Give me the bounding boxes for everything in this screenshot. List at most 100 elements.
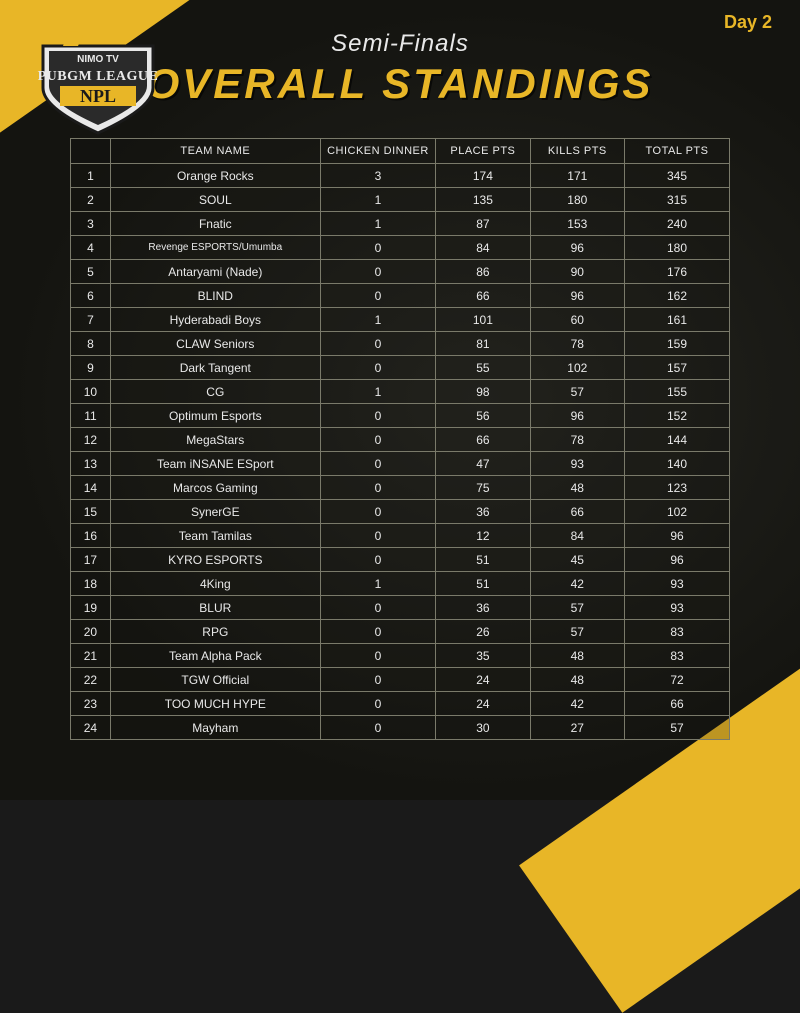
col-kills-pts-header: KILLS PTS [530, 139, 624, 164]
total-pts-cell: 159 [625, 332, 730, 356]
rank-cell: 4 [71, 236, 111, 260]
rank-cell: 3 [71, 212, 111, 236]
place-pts-cell: 26 [436, 620, 530, 644]
team-cell: CLAW Seniors [110, 332, 320, 356]
team-cell: Team Alpha Pack [110, 644, 320, 668]
place-pts-cell: 66 [436, 428, 530, 452]
kills-pts-cell: 84 [530, 524, 624, 548]
rank-cell: 6 [71, 284, 111, 308]
chicken-dinner-cell: 0 [320, 428, 435, 452]
place-pts-cell: 101 [436, 308, 530, 332]
kills-pts-cell: 42 [530, 572, 624, 596]
kills-pts-cell: 57 [530, 620, 624, 644]
total-pts-cell: 83 [625, 644, 730, 668]
team-cell: 4King [110, 572, 320, 596]
standings-table-wrap: TEAM NAME CHICKEN DINNER PLACE PTS KILLS… [70, 138, 730, 740]
total-pts-cell: 83 [625, 620, 730, 644]
kills-pts-cell: 66 [530, 500, 624, 524]
chicken-dinner-cell: 0 [320, 692, 435, 716]
team-cell: Antaryami (Nade) [110, 260, 320, 284]
total-pts-cell: 66 [625, 692, 730, 716]
rank-cell: 10 [71, 380, 111, 404]
chicken-dinner-cell: 1 [320, 380, 435, 404]
place-pts-cell: 47 [436, 452, 530, 476]
team-cell: Marcos Gaming [110, 476, 320, 500]
rank-cell: 24 [71, 716, 111, 740]
total-pts-cell: 176 [625, 260, 730, 284]
chicken-dinner-cell: 0 [320, 596, 435, 620]
total-pts-cell: 315 [625, 188, 730, 212]
chicken-dinner-cell: 0 [320, 644, 435, 668]
chicken-dinner-cell: 0 [320, 620, 435, 644]
total-pts-cell: 180 [625, 236, 730, 260]
col-place-pts-header: PLACE PTS [436, 139, 530, 164]
rank-cell: 11 [71, 404, 111, 428]
place-pts-cell: 56 [436, 404, 530, 428]
total-pts-cell: 140 [625, 452, 730, 476]
place-pts-cell: 81 [436, 332, 530, 356]
rank-cell: 13 [71, 452, 111, 476]
table-row: 15SynerGE03666102 [71, 500, 730, 524]
col-total-pts-header: TOTAL PTS [625, 139, 730, 164]
place-pts-cell: 75 [436, 476, 530, 500]
chicken-dinner-cell: 0 [320, 524, 435, 548]
chicken-dinner-cell: 0 [320, 284, 435, 308]
table-row: 14Marcos Gaming07548123 [71, 476, 730, 500]
team-cell: Team iNSANE ESport [110, 452, 320, 476]
kills-pts-cell: 48 [530, 668, 624, 692]
rank-cell: 22 [71, 668, 111, 692]
total-pts-cell: 240 [625, 212, 730, 236]
table-row: 13Team iNSANE ESport04793140 [71, 452, 730, 476]
team-cell: BLUR [110, 596, 320, 620]
place-pts-cell: 98 [436, 380, 530, 404]
table-header-row: TEAM NAME CHICKEN DINNER PLACE PTS KILLS… [71, 139, 730, 164]
team-cell: SOUL [110, 188, 320, 212]
rank-cell: 2 [71, 188, 111, 212]
chicken-dinner-cell: 0 [320, 356, 435, 380]
place-pts-cell: 51 [436, 548, 530, 572]
chicken-dinner-cell: 0 [320, 404, 435, 428]
svg-text:NPL: NPL [80, 86, 116, 106]
total-pts-cell: 162 [625, 284, 730, 308]
place-pts-cell: 66 [436, 284, 530, 308]
kills-pts-cell: 90 [530, 260, 624, 284]
place-pts-cell: 36 [436, 500, 530, 524]
rank-cell: 16 [71, 524, 111, 548]
chicken-dinner-cell: 1 [320, 308, 435, 332]
total-pts-cell: 123 [625, 476, 730, 500]
chicken-dinner-cell: 1 [320, 188, 435, 212]
place-pts-cell: 87 [436, 212, 530, 236]
table-row: 8CLAW Seniors08178159 [71, 332, 730, 356]
kills-pts-cell: 48 [530, 476, 624, 500]
team-cell: Mayham [110, 716, 320, 740]
total-pts-cell: 96 [625, 548, 730, 572]
team-cell: MegaStars [110, 428, 320, 452]
total-pts-cell: 152 [625, 404, 730, 428]
place-pts-cell: 12 [436, 524, 530, 548]
place-pts-cell: 24 [436, 692, 530, 716]
kills-pts-cell: 180 [530, 188, 624, 212]
place-pts-cell: 84 [436, 236, 530, 260]
total-pts-cell: 102 [625, 500, 730, 524]
table-row: 16Team Tamilas0128496 [71, 524, 730, 548]
total-pts-cell: 345 [625, 164, 730, 188]
table-row: 23TOO MUCH HYPE0244266 [71, 692, 730, 716]
table-row: 22TGW Official0244872 [71, 668, 730, 692]
kills-pts-cell: 60 [530, 308, 624, 332]
team-cell: Revenge ESPORTS/Umumba [110, 236, 320, 260]
place-pts-cell: 51 [436, 572, 530, 596]
kills-pts-cell: 57 [530, 596, 624, 620]
team-cell: Dark Tangent [110, 356, 320, 380]
rank-cell: 1 [71, 164, 111, 188]
col-chicken-dinner-header: CHICKEN DINNER [320, 139, 435, 164]
rank-cell: 9 [71, 356, 111, 380]
place-pts-cell: 24 [436, 668, 530, 692]
table-row: 20RPG0265783 [71, 620, 730, 644]
kills-pts-cell: 93 [530, 452, 624, 476]
rank-cell: 15 [71, 500, 111, 524]
rank-cell: 23 [71, 692, 111, 716]
kills-pts-cell: 27 [530, 716, 624, 740]
kills-pts-cell: 102 [530, 356, 624, 380]
team-cell: Team Tamilas [110, 524, 320, 548]
kills-pts-cell: 171 [530, 164, 624, 188]
